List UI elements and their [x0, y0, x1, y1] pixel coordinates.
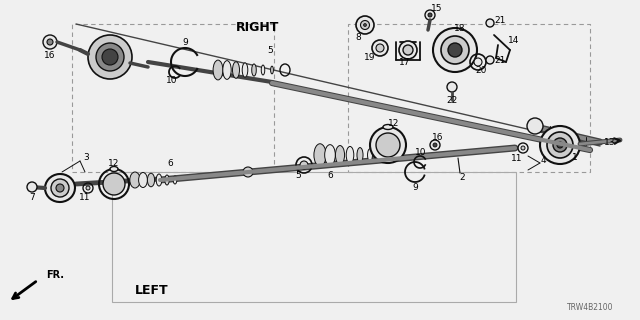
Ellipse shape: [367, 149, 372, 161]
Ellipse shape: [139, 172, 147, 188]
Ellipse shape: [165, 175, 169, 185]
Ellipse shape: [383, 124, 393, 130]
Text: 9: 9: [412, 182, 418, 191]
Ellipse shape: [540, 126, 580, 164]
Circle shape: [376, 44, 384, 52]
Circle shape: [430, 140, 440, 150]
Text: TRW4B2100: TRW4B2100: [567, 303, 613, 313]
Text: 9: 9: [182, 37, 188, 46]
Text: 16: 16: [432, 132, 444, 141]
Ellipse shape: [399, 41, 417, 59]
Text: 1: 1: [572, 153, 578, 162]
Circle shape: [474, 58, 482, 66]
Text: 17: 17: [399, 58, 411, 67]
Text: 5: 5: [267, 45, 273, 54]
Ellipse shape: [314, 144, 326, 166]
Ellipse shape: [56, 184, 64, 192]
Ellipse shape: [261, 65, 265, 75]
Circle shape: [376, 133, 400, 157]
Text: 3: 3: [83, 153, 89, 162]
Ellipse shape: [51, 179, 69, 197]
Circle shape: [356, 16, 374, 34]
Circle shape: [521, 146, 525, 150]
Circle shape: [103, 173, 125, 195]
Ellipse shape: [271, 66, 273, 74]
Text: 21: 21: [494, 15, 506, 25]
Text: 14: 14: [508, 36, 520, 44]
Ellipse shape: [232, 62, 239, 78]
Text: 22: 22: [446, 95, 458, 105]
Bar: [112, 172, 516, 302]
Text: 6: 6: [167, 158, 173, 167]
Circle shape: [43, 35, 57, 49]
Ellipse shape: [45, 174, 75, 202]
Text: 20: 20: [476, 66, 486, 75]
Text: 12: 12: [388, 118, 400, 127]
Ellipse shape: [96, 43, 124, 71]
Ellipse shape: [88, 35, 132, 79]
Text: 2: 2: [459, 172, 465, 181]
Text: 10: 10: [166, 76, 178, 84]
Text: 19: 19: [364, 52, 376, 61]
Ellipse shape: [147, 173, 155, 187]
Text: 15: 15: [431, 4, 443, 12]
Circle shape: [370, 127, 406, 163]
Text: 8: 8: [355, 33, 361, 42]
Ellipse shape: [223, 61, 231, 79]
Ellipse shape: [346, 147, 354, 164]
Ellipse shape: [102, 49, 118, 65]
Ellipse shape: [110, 166, 118, 172]
Text: 16: 16: [44, 51, 56, 60]
Text: 6: 6: [327, 171, 333, 180]
Ellipse shape: [130, 172, 140, 188]
Circle shape: [360, 20, 369, 29]
Text: 10: 10: [415, 148, 427, 156]
Text: 5: 5: [295, 171, 301, 180]
Text: 18: 18: [454, 23, 466, 33]
Circle shape: [486, 19, 494, 27]
Text: 11: 11: [79, 194, 91, 203]
Ellipse shape: [557, 142, 563, 148]
Ellipse shape: [213, 60, 223, 80]
Circle shape: [47, 39, 53, 45]
Circle shape: [300, 161, 308, 169]
Circle shape: [441, 36, 469, 64]
Ellipse shape: [335, 146, 344, 164]
Circle shape: [433, 143, 437, 147]
Text: LEFT: LEFT: [135, 284, 169, 297]
Circle shape: [86, 186, 90, 190]
Ellipse shape: [156, 174, 162, 186]
Text: 21: 21: [494, 55, 506, 65]
Ellipse shape: [242, 63, 248, 77]
Circle shape: [486, 56, 494, 64]
Ellipse shape: [252, 64, 256, 76]
Circle shape: [425, 10, 435, 20]
Circle shape: [527, 118, 543, 134]
Ellipse shape: [357, 148, 363, 163]
Circle shape: [433, 28, 477, 72]
Circle shape: [447, 82, 457, 92]
Text: FR.: FR.: [46, 270, 64, 280]
Ellipse shape: [403, 45, 413, 55]
Text: RIGHT: RIGHT: [236, 20, 280, 34]
Circle shape: [448, 43, 462, 57]
Text: 7: 7: [29, 194, 35, 203]
Text: 12: 12: [108, 158, 120, 167]
Ellipse shape: [547, 132, 573, 158]
Circle shape: [428, 13, 432, 17]
Circle shape: [243, 167, 253, 177]
Text: 4: 4: [540, 156, 546, 164]
Text: 11: 11: [511, 154, 523, 163]
Ellipse shape: [173, 176, 177, 184]
Circle shape: [372, 40, 388, 56]
Ellipse shape: [553, 138, 567, 152]
Ellipse shape: [324, 145, 335, 165]
Circle shape: [27, 182, 37, 192]
Circle shape: [364, 23, 367, 27]
Text: 13: 13: [604, 138, 616, 147]
